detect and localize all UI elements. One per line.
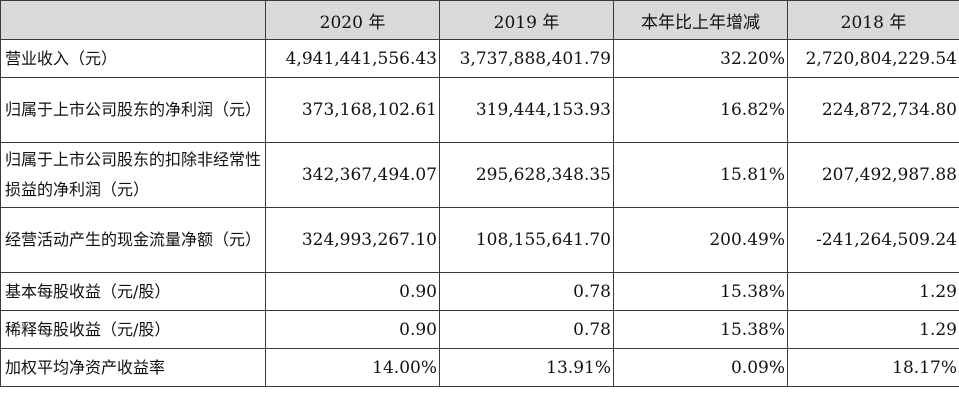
table-row: 稀释每股收益（元/股） 0.90 0.78 15.38% 1.29 — [0, 310, 959, 349]
value-2019: 108,155,641.70 — [439, 207, 614, 273]
row-label: 稀释每股收益（元/股） — [0, 310, 266, 349]
row-label: 基本每股收益（元/股） — [0, 272, 266, 311]
header-2020: 2020 年 — [265, 0, 440, 40]
value-2020: 0.90 — [265, 272, 440, 311]
value-2019: 3,737,888,401.79 — [439, 39, 614, 78]
value-change: 32.20% — [613, 39, 788, 78]
header-row: 2020 年 2019 年 本年比上年增减 2018 年 — [0, 0, 959, 40]
table-row: 营业收入（元） 4,941,441,556.43 3,737,888,401.7… — [0, 39, 959, 78]
header-blank-cell — [0, 0, 266, 40]
value-2018: 207,492,987.88 — [787, 142, 959, 208]
header-2019: 2019 年 — [439, 0, 614, 40]
value-2020: 342,367,494.07 — [265, 142, 440, 208]
header-change: 本年比上年增减 — [613, 0, 788, 40]
table-row: 归属于上市公司股东的净利润（元） 373,168,102.61 319,444,… — [0, 77, 959, 143]
table-row: 基本每股收益（元/股） 0.90 0.78 15.38% 1.29 — [0, 272, 959, 311]
value-2019: 319,444,153.93 — [439, 77, 614, 143]
value-2018: 1.29 — [787, 310, 959, 349]
value-change: 15.38% — [613, 272, 788, 311]
table-row: 加权平均净资产收益率 14.00% 13.91% 0.09% 18.17% — [0, 348, 959, 387]
row-label: 营业收入（元） — [0, 39, 266, 78]
value-2018: 224,872,734.80 — [787, 77, 959, 143]
value-2020: 14.00% — [265, 348, 440, 387]
table-row: 经营活动产生的现金流量净额（元） 324,993,267.10 108,155,… — [0, 207, 959, 273]
value-2020: 373,168,102.61 — [265, 77, 440, 143]
row-label: 归属于上市公司股东的净利润（元） — [0, 77, 266, 143]
value-change: 200.49% — [613, 207, 788, 273]
value-2019: 13.91% — [439, 348, 614, 387]
financial-summary-table: 2020 年 2019 年 本年比上年增减 2018 年 营业收入（元） 4,9… — [0, 0, 959, 387]
value-2018: 2,720,804,229.54 — [787, 39, 959, 78]
value-change: 15.81% — [613, 142, 788, 208]
table-row: 归属于上市公司股东的扣除非经常性损益的净利润（元） 342,367,494.07… — [0, 142, 959, 208]
value-change: 16.82% — [613, 77, 788, 143]
value-2019: 0.78 — [439, 310, 614, 349]
value-2020: 4,941,441,556.43 — [265, 39, 440, 78]
value-change: 15.38% — [613, 310, 788, 349]
header-2018: 2018 年 — [787, 0, 959, 40]
row-label: 经营活动产生的现金流量净额（元） — [0, 207, 266, 273]
value-2018: 18.17% — [787, 348, 959, 387]
value-2020: 0.90 — [265, 310, 440, 349]
row-label: 归属于上市公司股东的扣除非经常性损益的净利润（元） — [0, 142, 266, 208]
value-2018: 1.29 — [787, 272, 959, 311]
value-2020: 324,993,267.10 — [265, 207, 440, 273]
value-2018: -241,264,509.24 — [787, 207, 959, 273]
value-2019: 295,628,348.35 — [439, 142, 614, 208]
value-2019: 0.78 — [439, 272, 614, 311]
row-label: 加权平均净资产收益率 — [0, 348, 266, 387]
value-change: 0.09% — [613, 348, 788, 387]
